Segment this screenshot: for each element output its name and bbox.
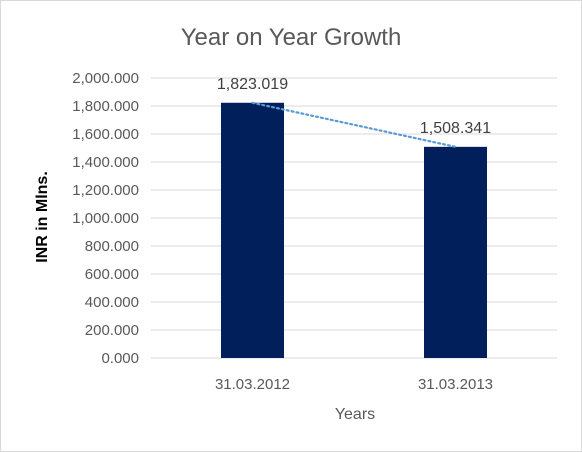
y-tick-label: 1,200.000 [72, 182, 139, 199]
y-tick-label: 1,600.000 [72, 126, 139, 143]
y-axis-ticks: 0.000 200.000 400.000 600.000 800.000 1,000.0… [72, 70, 139, 367]
y-tick-label: 1,000.000 [72, 210, 139, 227]
y-tick-label: 400.000 [85, 294, 139, 311]
x-tick-label: 31.03.2012 [215, 376, 290, 393]
data-label: 1,823.019 [217, 76, 288, 93]
x-axis-ticks: 31.03.2012 31.03.2013 [215, 376, 493, 393]
y-tick-label: 2,000.000 [72, 70, 139, 87]
y-tick-label: 600.000 [85, 266, 139, 283]
y-tick-label: 800.000 [85, 238, 139, 255]
trendline [251, 101, 457, 148]
y-tick-label: 1,800.000 [72, 98, 139, 115]
chart-title: Year on Year Growth [181, 24, 402, 51]
x-axis-title: Years [335, 406, 375, 423]
gridlines [151, 77, 557, 359]
data-labels: 1,823.019 1,508.341 [217, 76, 491, 137]
y-tick-label: 1,400.000 [72, 154, 139, 171]
bar [424, 146, 487, 358]
bars [221, 102, 487, 358]
x-tick-label: 31.03.2013 [418, 376, 493, 393]
trendline-line [251, 101, 457, 148]
bar [221, 102, 284, 358]
y-tick-label: 200.000 [85, 322, 139, 339]
y-tick-label: 0.000 [101, 350, 139, 367]
data-label: 1,508.341 [420, 120, 491, 137]
y-axis-title: INR in Mlns. [34, 171, 51, 263]
